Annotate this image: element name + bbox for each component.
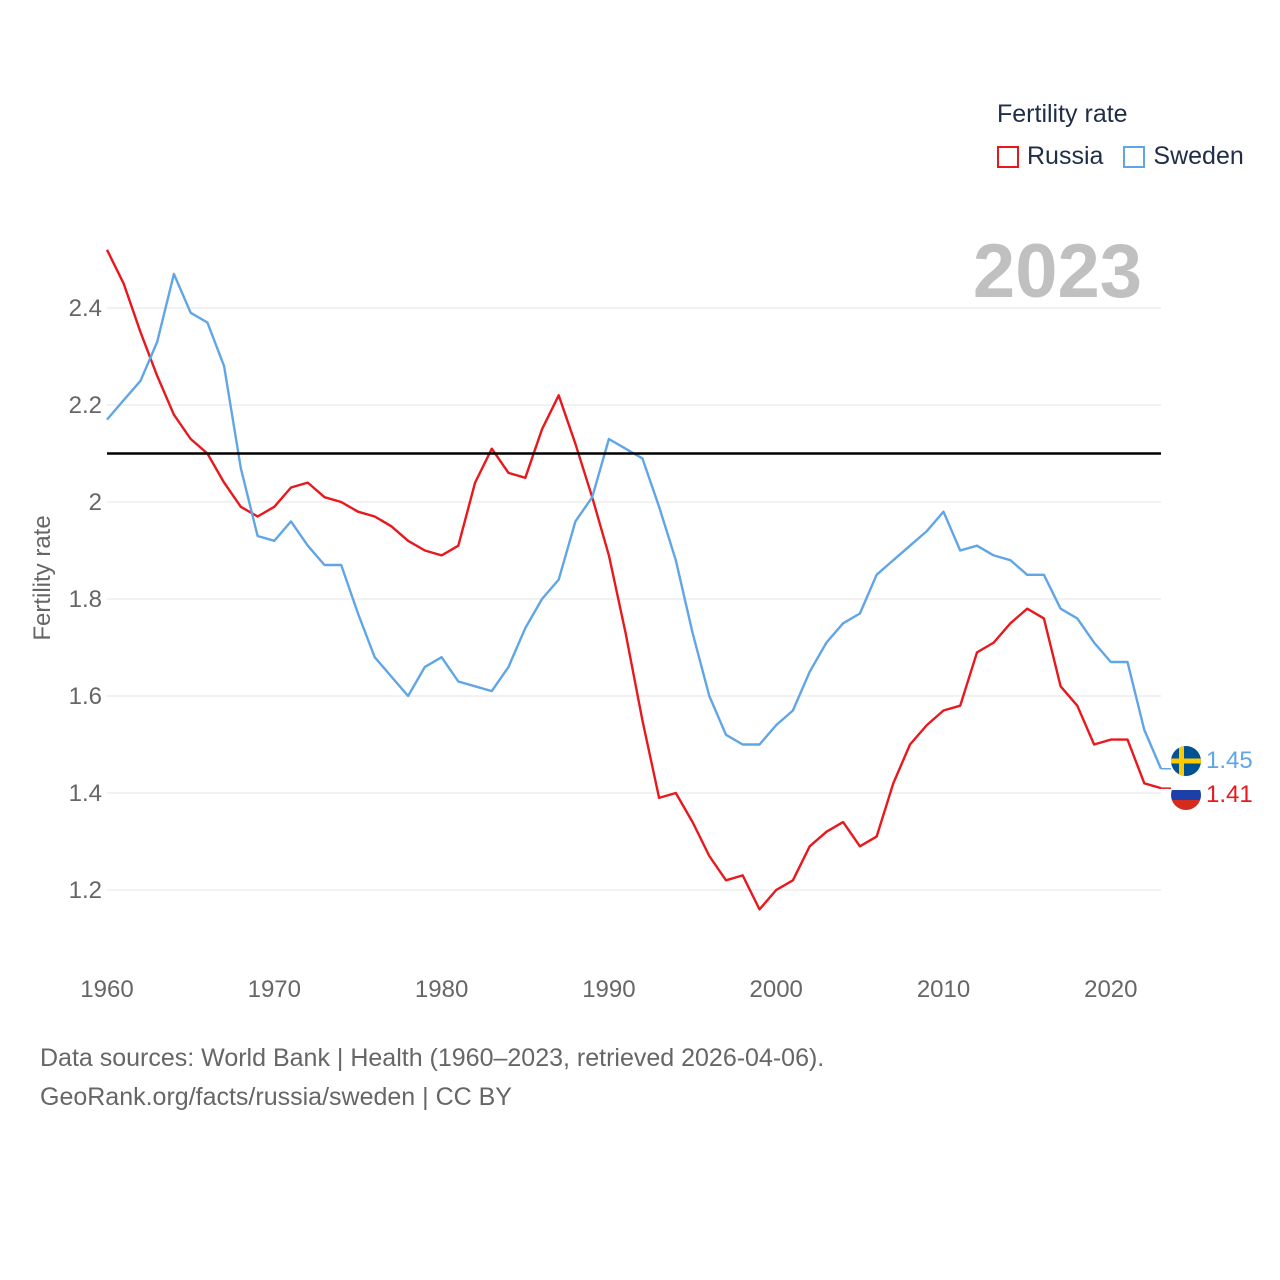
- y-tick-label: 1.2: [69, 877, 102, 904]
- y-tick-label: 1.6: [69, 683, 102, 710]
- x-tick-label: 2000: [750, 976, 803, 1003]
- legend-title: Fertility rate: [997, 100, 1128, 128]
- x-tick-label: 2010: [917, 976, 970, 1003]
- legend-swatch-russia: [997, 145, 1019, 168]
- russia-flag-icon: [1171, 780, 1201, 810]
- y-axis-ticks: 1.2 1.4 1.6 1.8 2 2.2 2.4: [69, 295, 102, 904]
- sweden-end-label: 1.45: [1206, 747, 1253, 774]
- y-tick-label: 2: [89, 489, 102, 516]
- x-tick-label: 1980: [415, 976, 468, 1003]
- legend-label-russia: Russia: [1027, 142, 1104, 170]
- year-label: 2023: [972, 229, 1142, 314]
- series-line-sweden: [106, 272, 1163, 770]
- y-tick-label: 2.2: [69, 392, 102, 419]
- x-tick-label: 1990: [582, 976, 635, 1003]
- y-axis-label: Fertility rate: [29, 515, 56, 640]
- series-line-russia: [105, 249, 1162, 911]
- russia-end-label: 1.41: [1206, 781, 1253, 808]
- series-lines: [105, 249, 1171, 911]
- legend: Russia Sweden: [997, 142, 1264, 171]
- legend-label-sweden: Sweden: [1153, 142, 1244, 170]
- legend-swatch-sweden: [1123, 145, 1146, 168]
- legend-item-sweden[interactable]: Sweden: [1123, 142, 1244, 171]
- gridlines: [107, 307, 1161, 891]
- footer-sources: Data sources: World Bank | Health (1960–…: [40, 1044, 825, 1072]
- end-markers: 1.45 1.41: [1171, 746, 1253, 810]
- x-axis-ticks: 1960 1970 1980 1990 2000 2010 2020: [80, 976, 1137, 1003]
- legend-item-russia[interactable]: Russia: [997, 142, 1103, 171]
- y-tick-label: 1.4: [69, 780, 102, 807]
- y-tick-label: 1.8: [69, 586, 102, 613]
- y-tick-label: 2.4: [69, 295, 102, 322]
- x-tick-label: 1970: [248, 976, 301, 1003]
- x-tick-label: 2020: [1084, 976, 1137, 1003]
- footer-attribution: GeoRank.org/facts/russia/sweden | CC BY: [40, 1083, 512, 1111]
- x-tick-label: 1960: [80, 976, 133, 1003]
- sweden-flag-icon: [1171, 746, 1201, 776]
